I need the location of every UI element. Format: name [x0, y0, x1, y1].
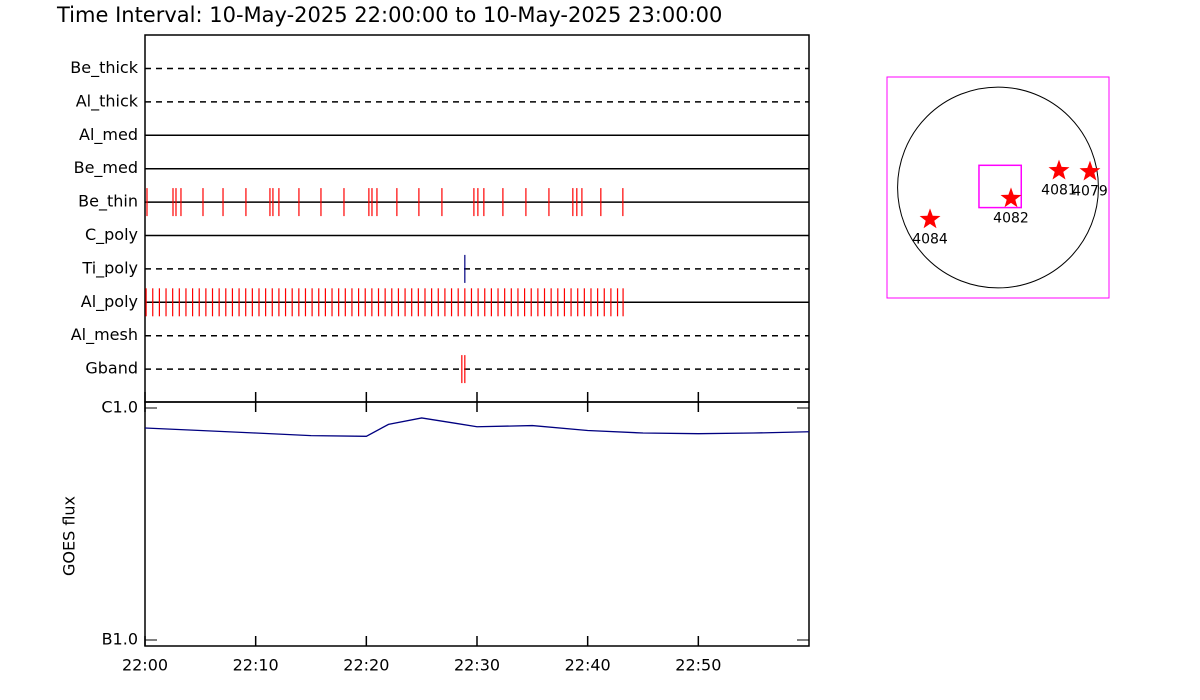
- row-label: Be_med: [74, 158, 138, 178]
- row-label: C_poly: [85, 225, 138, 245]
- region-marker: [1000, 187, 1022, 208]
- x-tick-label: 22:30: [454, 656, 500, 675]
- x-tick-label: 22:20: [343, 656, 389, 675]
- row-label: Al_mesh: [71, 325, 138, 345]
- y-tick-label: C1.0: [101, 398, 138, 417]
- row-label: Be_thin: [78, 192, 138, 212]
- map-frame: [886, 76, 1110, 299]
- region-label: 4079: [1072, 184, 1108, 200]
- goes-curve: [144, 417, 810, 437]
- solar-limb: [897, 86, 1099, 289]
- row-label: Al_thick: [76, 91, 139, 111]
- x-tick-label: 22:00: [122, 656, 168, 675]
- row-label: Al_poly: [81, 292, 138, 312]
- y-tick-label: B1.0: [102, 630, 138, 649]
- panel-frame: [144, 401, 810, 647]
- x-tick-label: 22:10: [233, 656, 279, 675]
- x-tick-label: 22:40: [565, 656, 611, 675]
- row-label: Gband: [85, 359, 138, 378]
- panel-frame: [144, 34, 810, 403]
- region-marker: [919, 208, 941, 229]
- y-axis-label: GOES flux: [60, 496, 79, 576]
- row-label: Ti_poly: [81, 258, 138, 278]
- x-tick-label: 22:50: [675, 656, 721, 675]
- region-label: 4084: [912, 231, 948, 247]
- region-marker: [1079, 160, 1101, 181]
- region-label: 4081: [1041, 183, 1077, 199]
- row-label: Be_thick: [70, 58, 138, 78]
- region-marker: [1048, 159, 1070, 180]
- row-label: Al_med: [79, 125, 138, 145]
- field-of-view: [978, 164, 1023, 209]
- title: Time Interval: 10-May-2025 22:00:00 to 1…: [56, 3, 722, 27]
- region-label: 4082: [993, 210, 1029, 226]
